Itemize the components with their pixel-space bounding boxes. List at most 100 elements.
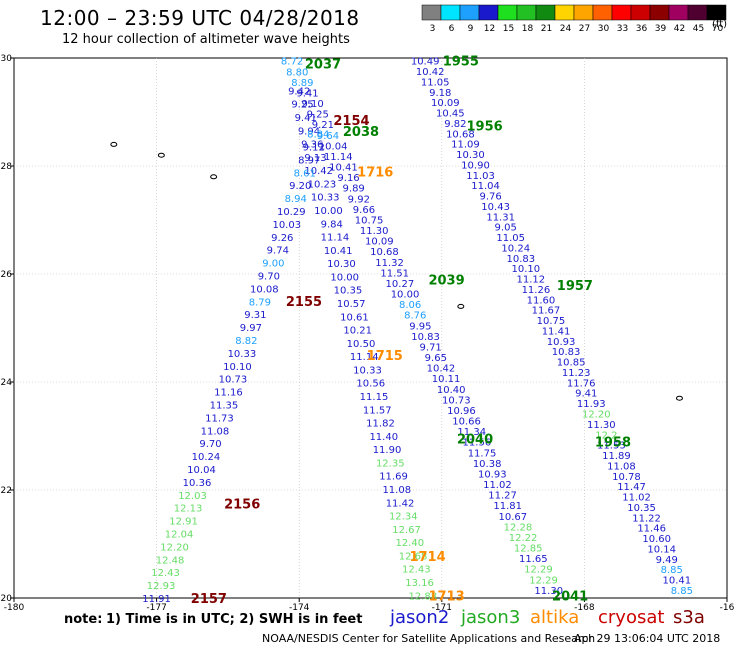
swh-value: 10.27 [386,279,415,290]
swh-value: 10.73 [442,395,471,406]
legend-altika: altika [530,607,580,628]
y-tick-label: 26 [1,270,13,280]
swh-value: 11.31 [486,212,515,223]
swh-value: 10.83 [411,332,440,343]
colorbar-swatch [478,4,499,21]
colorbar-label: 27 [579,24,590,34]
swh-value: 8.80 [286,67,308,78]
swh-value: 11.60 [527,295,556,306]
swh-value: 11.90 [373,445,402,456]
x-tick-label: -177 [146,603,166,613]
swh-value: 10.40 [437,385,466,396]
swh-value: 10.42 [304,166,333,177]
swh-value: 8.85 [661,565,683,576]
swh-value: 8.82 [235,336,257,347]
island-shape [157,152,165,158]
swh-value: 10.93 [478,469,507,480]
swh-value: 11.40 [369,432,398,443]
swh-value: 11.53 [597,441,626,452]
swh-value: 9.95 [409,321,431,332]
swh-value: 10.04 [187,465,216,476]
swh-value: 11.81 [493,501,522,512]
x-tick-label: -180 [4,603,25,613]
swh-value: 12.43 [402,565,431,576]
swh-value: 8.97 [298,155,320,166]
colorbar-label: 42 [674,24,685,34]
colorbar-swatch [687,4,708,21]
swh-value: 10.24 [501,243,530,254]
swh-value: 11.12 [517,275,546,286]
swh-value: 11.75 [468,448,497,459]
swh-value: 10.03 [272,220,301,231]
pass-time-label: 2040 [457,433,493,448]
colorbar-swatch [516,4,537,21]
pass-time-label: 2156 [224,498,260,513]
swh-value: 11.42 [386,498,415,509]
pass-time-label: 1955 [443,55,479,70]
swh-value: 12.40 [395,538,424,549]
swh-value: 9.41 [575,389,597,400]
colorbar-swatch [459,4,480,21]
swh-value: 10.10 [223,362,252,373]
x-tick-label: -174 [289,603,310,613]
swh-value: 10.33 [311,193,340,204]
pass-time-label: 2038 [343,125,379,140]
colorbar-label: 21 [541,24,552,34]
swh-value: 11.73 [205,413,234,424]
credit-line: NOAA/NESDIS Center for Satellite Applica… [262,632,596,645]
pass-time-label: 1716 [357,165,393,180]
island-shape [110,141,118,147]
swh-value: 10.10 [512,264,541,275]
swh-value: 12.20 [160,542,189,553]
swh-value: 10.42 [427,364,456,375]
swh-value: 11.14 [321,233,350,244]
swh-value: 10.30 [327,259,356,270]
swh-value: 9.05 [495,223,517,234]
swh-value: 9.42 [288,86,310,97]
colorbar-swatch [611,4,632,21]
swh-value: 11.30 [587,420,616,431]
pass-time-label: 2039 [428,273,464,288]
swh-value: 9.64 [317,131,339,142]
swh-value: 10.43 [481,202,510,213]
map-subtitle: 12 hour collection of altimeter wave hei… [62,32,350,47]
colorbar-swatch [440,4,461,21]
colorbar-label: 36 [636,24,648,34]
swh-value: 9.18 [429,88,451,99]
colorbar-label: 15 [503,24,514,34]
swh-value: 10.96 [447,406,476,417]
swh-value: 10.00 [330,272,359,283]
swh-value: 10.41 [329,163,358,174]
swh-value: 9.74 [267,246,289,257]
swh-value: 11.89 [602,451,631,462]
swh-value: 11.69 [379,472,408,483]
legend-jason3: jason3 [461,607,521,628]
swh-value: 12.03 [178,491,207,502]
note-prefix: note: [64,612,103,627]
swh-value: 9.00 [262,259,284,270]
colorbar-label: 70 [712,24,724,34]
colorbar-swatch [649,4,670,21]
swh-value: 10.35 [334,286,363,297]
swh-value: 10.83 [552,347,581,358]
swh-value: 11.76 [567,378,596,389]
swh-value: 8.06 [399,300,421,311]
swh-value: 9.26 [271,233,293,244]
swh-value: 9.25 [291,100,313,111]
swh-value: 11.02 [483,480,512,491]
swh-value: 12.28 [504,522,533,533]
pass-time-label: 1957 [557,279,593,294]
swh-value: 11.82 [366,419,395,430]
swh-value: 8.61 [294,168,316,179]
swh-value: 11.93 [577,399,606,410]
pass-time-label: 2037 [305,57,341,72]
swh-value: 12.04 [165,530,194,541]
swh-value: 8.89 [291,78,313,89]
legend-s3a: s3a [673,607,705,628]
swh-value: 12.88 [408,591,437,602]
legend-jason2: jason2 [390,607,450,628]
swh-value: 12.29 [529,575,558,586]
swh-value: 11.05 [496,233,525,244]
swh-value: 11.23 [562,368,591,379]
